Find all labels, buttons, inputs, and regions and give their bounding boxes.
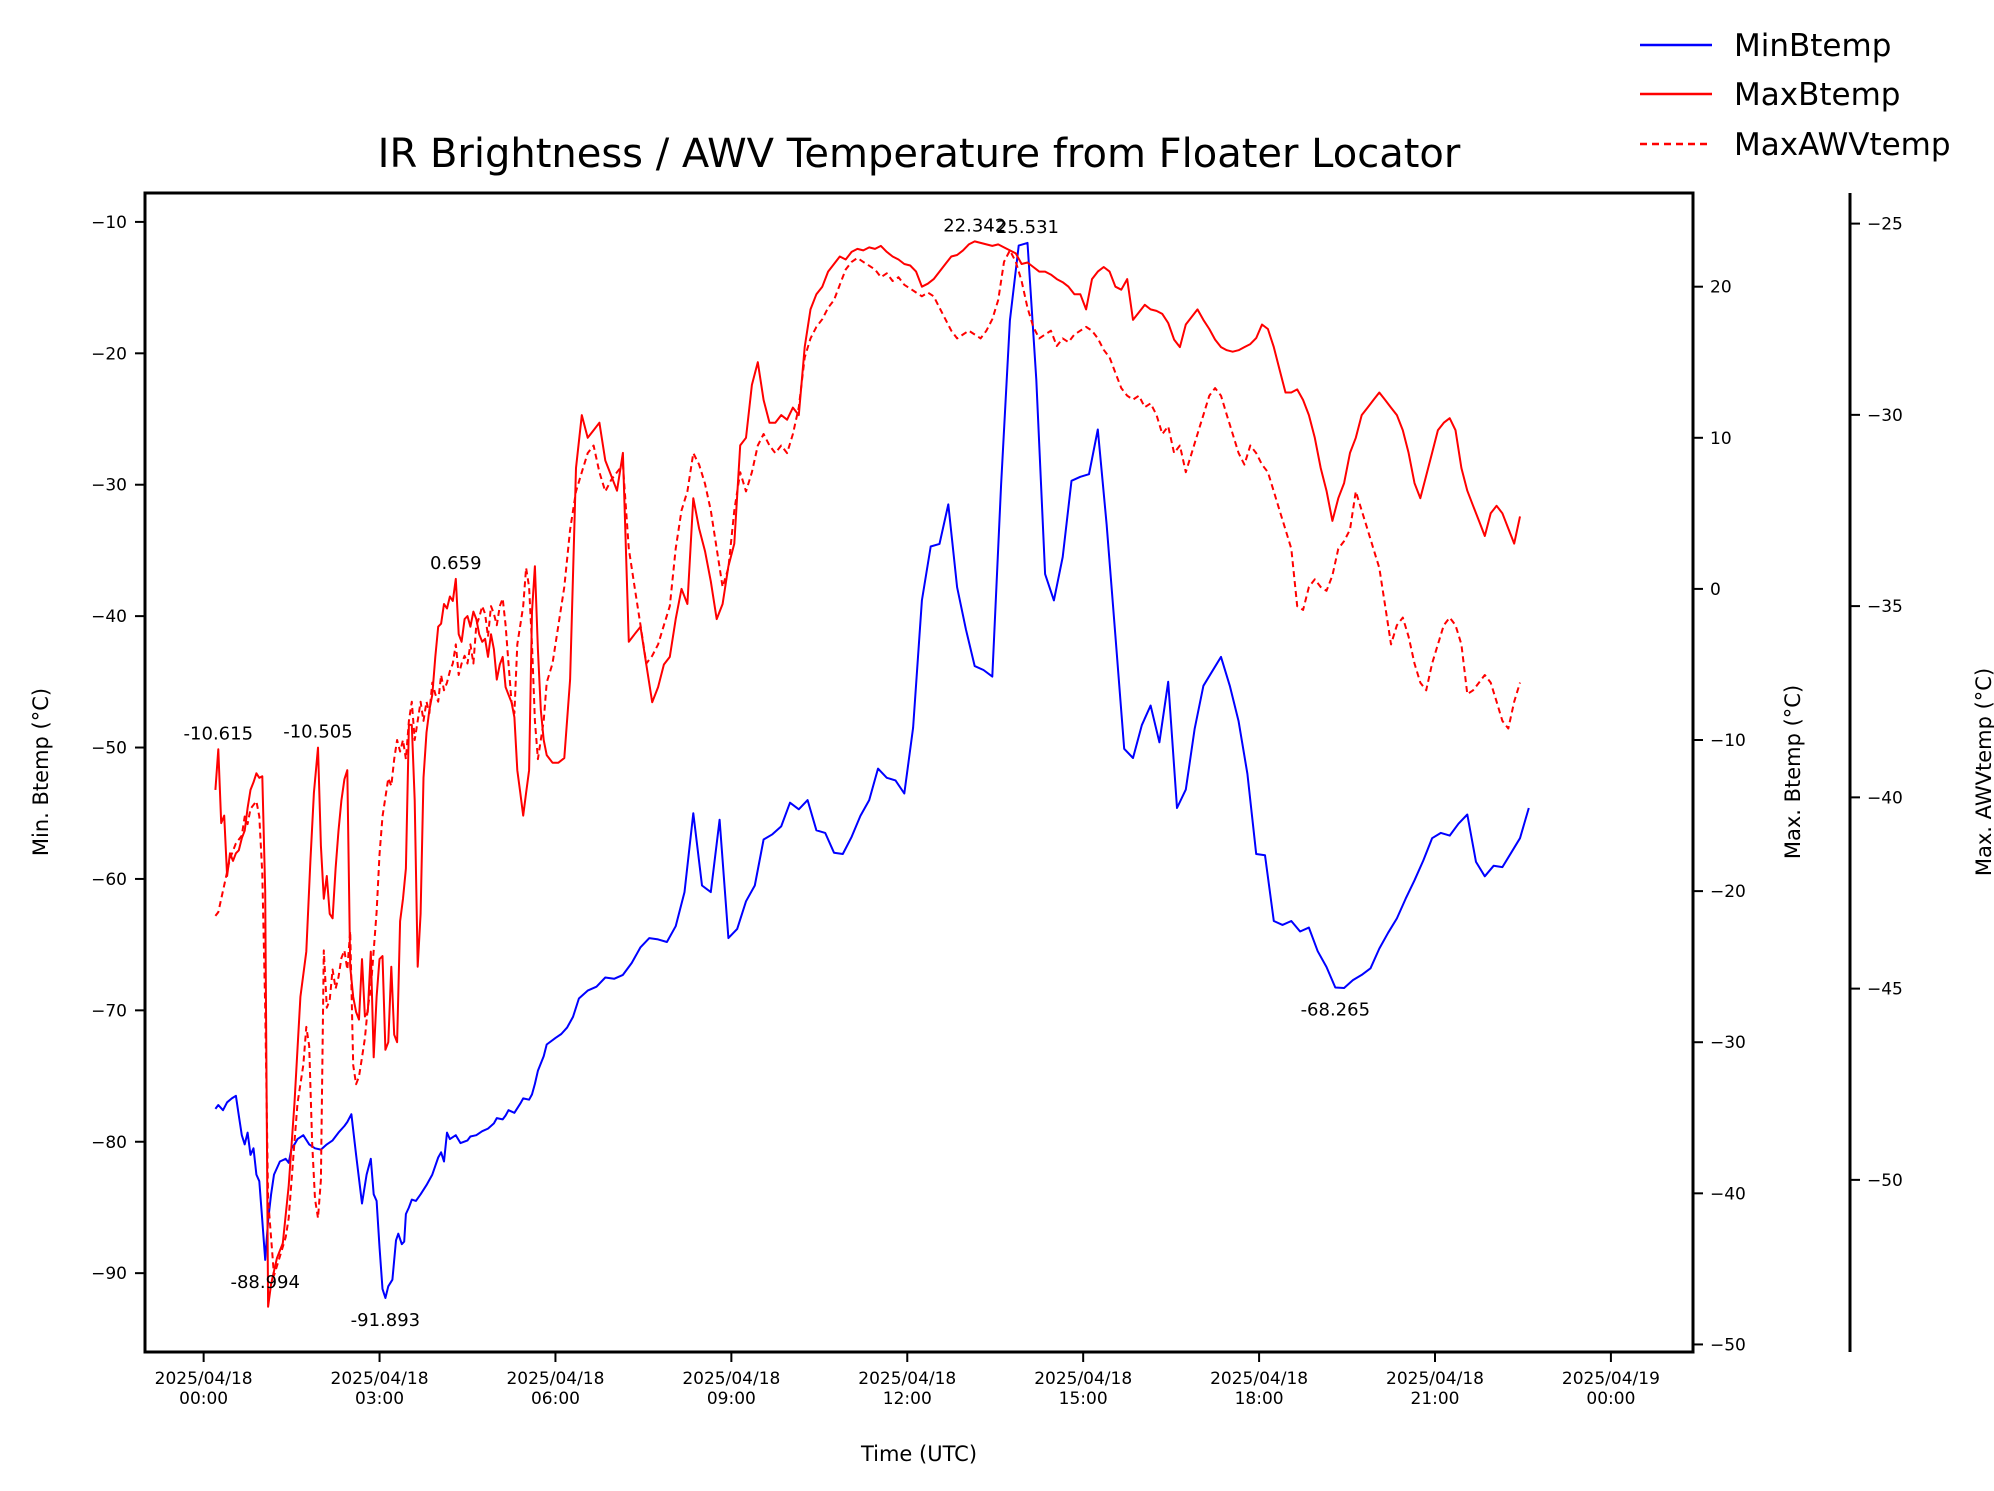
x-tick-label-3-0: 2025/04/18 xyxy=(682,1369,780,1389)
right1-tick-label-5: 0 xyxy=(1710,580,1721,600)
right1-tick-label-3: −20 xyxy=(1710,882,1746,902)
right2-tick-label-5: −25 xyxy=(1867,215,1903,235)
x-tick-label-4-1: 12:00 xyxy=(883,1389,932,1409)
right2-tick-label-0: −50 xyxy=(1867,1171,1903,1191)
legend-label-maxbtemp: MaxBtemp xyxy=(1734,77,1900,113)
y-left-tick-label-5: −40 xyxy=(91,607,127,627)
annotation-maxbtemp-3: 22.342 xyxy=(943,215,1006,236)
right2-tick-label-2: −40 xyxy=(1867,788,1903,808)
right1-tick-label-0: −50 xyxy=(1710,1335,1746,1355)
annotation-minbtemp-0: -88.994 xyxy=(230,1272,299,1293)
plot-frame xyxy=(143,191,1695,1354)
x-tick-label-0-0: 2025/04/18 xyxy=(155,1369,253,1389)
annotation-minbtemp-3: 25.531 xyxy=(996,217,1059,238)
series-line-maxawvtemp xyxy=(214,249,1521,1277)
right1-tick-label-2: −30 xyxy=(1710,1033,1746,1053)
y-left-tick-label-0: −90 xyxy=(91,1264,127,1284)
x-tick-label-0-1: 00:00 xyxy=(179,1389,228,1409)
y-left-tick-label-3: −60 xyxy=(91,870,127,890)
series-line-minbtemp xyxy=(214,241,1530,1299)
right1-tick-label-4: −10 xyxy=(1710,731,1746,751)
annotation-minbtemp-2: -68.265 xyxy=(1301,1000,1370,1021)
y-axis-right-maxawvtemp: −50 −45 −40 −35 −30 −25 xyxy=(1848,193,1903,1352)
right1-tick-label-6: 10 xyxy=(1710,429,1732,449)
right2-tick-label-1: −45 xyxy=(1867,980,1903,1000)
annotation-maxbtemp-0: -10.615 xyxy=(184,723,253,744)
annotation-layer: -88.994 -91.893 -68.265 25.531 -10.615 -10.50… xyxy=(184,215,1371,1331)
x-tick-label-1-1: 03:00 xyxy=(355,1389,404,1409)
y-axis-right-maxbtemp: −50 −40 −30 −20 −10 0 10 20 xyxy=(1691,193,1746,1355)
annotation-maxbtemp-1: -10.505 xyxy=(283,722,352,743)
y-axis-left: −90 −80 −70 −60 −50 −40 −30 −20 −10 xyxy=(91,213,145,1284)
x-tick-label-7-0: 2025/04/18 xyxy=(1386,1369,1484,1389)
y-left-tick-label-4: −50 xyxy=(91,739,127,759)
series-layer xyxy=(214,240,1530,1308)
annotation-maxbtemp-2: 0.659 xyxy=(430,553,482,574)
x-tick-label-2-1: 06:00 xyxy=(531,1389,580,1409)
legend: MinBtemp MaxBtemp MaxAWVtemp xyxy=(1640,28,1951,163)
y-left-tick-label-6: −30 xyxy=(91,476,127,496)
annotation-minbtemp-1: -91.893 xyxy=(351,1310,420,1331)
x-tick-label-6-1: 18:00 xyxy=(1235,1389,1284,1409)
y-axis-left-label: Min. Btemp (°C) xyxy=(29,688,53,856)
legend-label-minbtemp: MinBtemp xyxy=(1734,28,1891,64)
y-left-tick-label-1: −80 xyxy=(91,1133,127,1153)
x-tick-label-7-1: 21:00 xyxy=(1411,1389,1460,1409)
y-axis-right-maxawvtemp-label: Max. AWVtemp (°C) xyxy=(1972,668,1994,876)
x-tick-label-2-0: 2025/04/18 xyxy=(506,1369,604,1389)
y-left-tick-label-7: −20 xyxy=(91,344,127,364)
x-tick-label-8-0: 2025/04/19 xyxy=(1562,1369,1660,1389)
x-tick-label-6-0: 2025/04/18 xyxy=(1210,1369,1308,1389)
x-tick-label-8-1: 00:00 xyxy=(1586,1389,1635,1409)
x-tick-label-5-0: 2025/04/18 xyxy=(1034,1369,1132,1389)
x-axis: 2025/04/1800:002025/04/1803:002025/04/18… xyxy=(155,1352,1660,1409)
series-line-maxbtemp xyxy=(214,240,1521,1308)
right1-tick-label-7: 20 xyxy=(1710,278,1732,298)
y-axis-right-maxbtemp-label: Max. Btemp (°C) xyxy=(1781,685,1805,859)
x-tick-label-1-0: 2025/04/18 xyxy=(331,1369,429,1389)
right1-tick-label-1: −40 xyxy=(1710,1184,1746,1204)
x-tick-label-4-0: 2025/04/18 xyxy=(858,1369,956,1389)
right2-tick-label-4: −30 xyxy=(1867,406,1903,426)
x-tick-label-3-1: 09:00 xyxy=(707,1389,756,1409)
chart-title: IR Brightness / AWV Temperature from Flo… xyxy=(378,131,1461,177)
y-left-tick-label-8: −10 xyxy=(91,213,127,233)
legend-label-maxawvtemp: MaxAWVtemp xyxy=(1734,127,1951,163)
x-tick-label-5-1: 15:00 xyxy=(1059,1389,1108,1409)
y-left-tick-label-2: −70 xyxy=(91,1001,127,1021)
x-axis-label: Time (UTC) xyxy=(860,1442,977,1466)
right2-tick-label-3: −35 xyxy=(1867,597,1903,617)
